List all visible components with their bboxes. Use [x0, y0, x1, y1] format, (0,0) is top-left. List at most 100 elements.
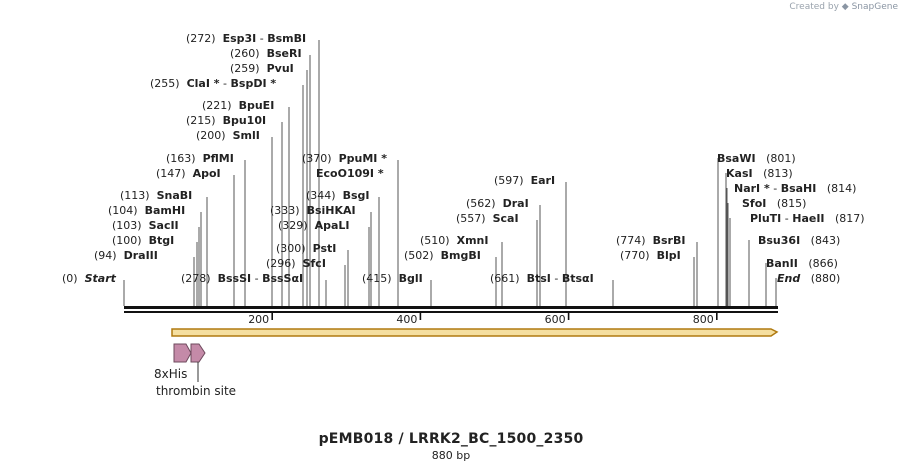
site-label: (272) Esp3I - BsmBI — [186, 32, 306, 45]
restriction-site-snabi[interactable]: (113) SnaBI — [120, 189, 192, 202]
site-enzyme-name: SnaBI — [157, 189, 193, 202]
site-label: (370) PpuMI * — [302, 152, 387, 165]
credit-prefix: Created by — [789, 2, 839, 12]
site-label: (329) ApaLI — [278, 219, 350, 232]
site-position: (215) — [186, 114, 216, 127]
restriction-site-beseri[interactable]: (260) BseRI — [230, 47, 302, 60]
restriction-site-btgi[interactable]: (100) BtgI — [112, 234, 174, 247]
site-enzyme-name: BssSI — [218, 272, 252, 285]
dna-backbone-top — [124, 306, 778, 309]
site-enzyme-name: BamHI — [145, 204, 186, 217]
site-label: (260) BseRI — [230, 47, 302, 60]
restriction-site-end[interactable]: End (880) — [777, 272, 840, 285]
site-enzyme-name: DraIII — [124, 249, 158, 262]
restriction-site-apoi[interactable]: (147) ApoI — [156, 167, 221, 180]
site-enzyme-name: BseRI — [267, 47, 302, 60]
site-label: BsaWI (801) — [717, 152, 796, 165]
site-enzyme-name: PpuMI * — [339, 152, 388, 165]
site-position: (597) — [494, 174, 524, 187]
restriction-site-psti[interactable]: (300) PstI — [276, 242, 336, 255]
site-position: (774) — [616, 234, 646, 247]
restriction-site-bgli[interactable]: (415) BglI — [362, 272, 423, 285]
site-position: (0) — [62, 272, 78, 285]
thrombin-site-feature[interactable] — [190, 343, 206, 363]
restriction-site-draiii[interactable]: (94) DraIII — [94, 249, 158, 262]
site-enzyme-name: EarI — [531, 174, 555, 187]
restriction-site-clai[interactable]: (255) ClaI * - BspDI * — [150, 77, 276, 90]
restriction-site-sfoi[interactable]: SfoI (815) — [742, 197, 806, 210]
site-enzyme-name: Esp3I — [223, 32, 257, 45]
site-enzyme-name: KasI — [726, 167, 753, 180]
site-label: (333) BsiHKAI — [270, 204, 356, 217]
snapgene-credit: Created by ◆ SnapGene — [789, 2, 898, 12]
site-position: (880) — [811, 272, 841, 285]
restriction-site-bmgbi[interactable]: (502) BmgBI — [404, 249, 481, 262]
restriction-site-smli[interactable]: (200) SmlI — [196, 129, 260, 142]
site-enzyme-name: EcoO109I * — [316, 167, 384, 180]
8xhis-feature[interactable] — [173, 343, 192, 363]
restriction-site-bpu10i[interactable]: (215) Bpu10I — [186, 114, 266, 127]
restriction-site-kasi[interactable]: KasI (813) — [726, 167, 793, 180]
site-position: (814) — [827, 182, 857, 195]
restriction-site-bamhi[interactable]: (104) BamHI — [108, 204, 185, 217]
restriction-site-drai[interactable]: (562) DraI — [466, 197, 529, 210]
site-label: (562) DraI — [466, 197, 529, 210]
site-position: (801) — [766, 152, 796, 165]
restriction-site-xmni[interactable]: (510) XmnI — [420, 234, 488, 247]
restriction-site-pflmi[interactable]: (163) PflMI — [166, 152, 234, 165]
restriction-site-apali[interactable]: (329) ApaLI — [278, 219, 350, 232]
site-enzyme-name: End — [777, 272, 800, 285]
restriction-site-bsihkai[interactable]: (333) BsiHKAI — [270, 204, 356, 217]
restriction-site-nari[interactable]: NarI * - BsaHI (814) — [734, 182, 856, 195]
site-position: (100) — [112, 234, 142, 247]
restriction-site-bsgi[interactable]: (344) BsgI — [306, 189, 370, 202]
restriction-site-ppumi[interactable]: (370) PpuMI * — [302, 152, 387, 165]
site-enzyme-name: BsgI — [343, 189, 370, 202]
restriction-site-start[interactable]: (0) Start — [62, 272, 117, 285]
map-length: 880 bp — [431, 449, 471, 462]
site-position: (815) — [777, 197, 807, 210]
restriction-site-scai[interactable]: (557) ScaI — [456, 212, 519, 225]
restriction-site-sacii[interactable]: (103) SacII — [112, 219, 179, 232]
site-enzyme-name: DraI — [503, 197, 529, 210]
orf-arrow[interactable] — [171, 328, 779, 337]
feature-label-thrombin: thrombin site — [156, 384, 236, 398]
restriction-site-esp3i[interactable]: (272) Esp3I - BsmBI — [186, 32, 306, 45]
site-label: (296) SfcI — [266, 257, 326, 270]
site-label: (415) BglI — [362, 272, 423, 285]
plasmid-map: (0) Start (94) DraIII (100) BtgI (103) SacI… — [62, 32, 865, 398]
restriction-site-bsu36i[interactable]: Bsu36I (843) — [758, 234, 840, 247]
restriction-site-sfci[interactable]: (296) SfcI — [266, 257, 326, 270]
site-position: (103) — [112, 219, 142, 232]
site-label: PluTI - HaeII (817) — [750, 212, 865, 225]
site-label: (510) XmnI — [420, 234, 488, 247]
restriction-site-pvui[interactable]: (259) PvuI — [230, 62, 294, 75]
restriction-site-blpi[interactable]: (770) BlpI — [620, 249, 681, 262]
site-enzyme-name: BlpI — [657, 249, 681, 262]
site-position: (866) — [808, 257, 838, 270]
restriction-site-btsi[interactable]: (661) BtsI - BtsαI — [490, 272, 594, 285]
restriction-site-bsrbi[interactable]: (774) BsrBI — [616, 234, 685, 247]
site-position: (370) — [302, 152, 332, 165]
restriction-site-eari[interactable]: (597) EarI — [494, 174, 555, 187]
site-label: (104) BamHI — [108, 204, 185, 217]
site-enzyme-name: BsmBI — [267, 32, 306, 45]
restriction-site-pluti[interactable]: PluTI - HaeII (817) — [750, 212, 865, 225]
site-label: (774) BsrBI — [616, 234, 685, 247]
restriction-site-bsssi[interactable]: (278) BssSI - BssSαI — [181, 272, 303, 285]
restriction-site-ecoo109i[interactable]: EcoO109I * — [316, 167, 384, 180]
site-enzyme-name: BsaHI — [781, 182, 817, 195]
site-label: BanII (866) — [766, 257, 838, 270]
restriction-site-banii[interactable]: BanII (866) — [766, 257, 838, 270]
site-position: (163) — [166, 152, 196, 165]
restriction-site-bpuei[interactable]: (221) BpuEI — [202, 99, 274, 112]
site-enzyme-name: Bsu36I — [758, 234, 800, 247]
site-position: (344) — [306, 189, 336, 202]
site-enzyme-name: Bpu10I — [223, 114, 267, 127]
site-enzyme-name: BsaWI — [717, 152, 756, 165]
site-position: (329) — [278, 219, 308, 232]
feature-label-8xhis: 8xHis — [154, 367, 187, 381]
restriction-site-bsawi[interactable]: BsaWI (801) — [717, 152, 796, 165]
ruler-tick-label: 600 — [545, 313, 566, 326]
site-position: (557) — [456, 212, 486, 225]
